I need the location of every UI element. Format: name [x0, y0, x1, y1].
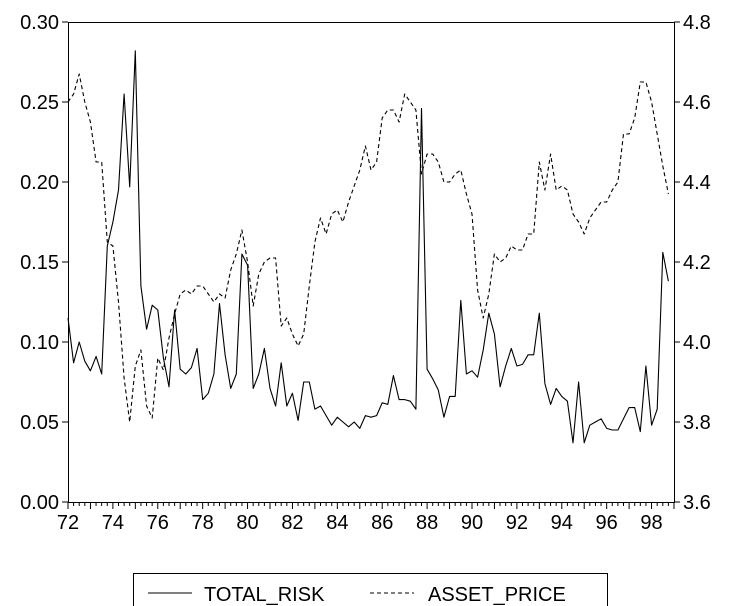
x-tick-label: 94 [551, 512, 573, 534]
x-tick-label: 90 [461, 512, 483, 534]
left-tick-label: 0.10 [20, 332, 59, 354]
left-y-axis: 0.00 0.05 0.10 0.15 0.20 0.25 0.30 [20, 12, 68, 514]
series-line-asset-price [67, 73, 669, 423]
left-tick-label: 0.30 [20, 12, 59, 34]
right-tick-label: 3.8 [683, 412, 711, 434]
right-tick-label: 4.4 [683, 172, 711, 194]
right-y-axis: 3.6 3.8 4.0 4.2 4.4 4.6 4.8 [674, 12, 711, 514]
legend-box [133, 573, 608, 606]
right-tick-label: 3.6 [683, 492, 711, 514]
right-tick-label: 4.6 [683, 92, 711, 114]
left-tick-label: 0.05 [20, 412, 59, 434]
x-tick-label: 76 [147, 512, 169, 534]
x-tick-label: 84 [326, 512, 348, 534]
x-tick-label: 82 [281, 512, 303, 534]
left-tick-label: 0.15 [20, 252, 59, 274]
x-tick-label: 88 [416, 512, 438, 534]
x-tick-label: 72 [57, 512, 79, 534]
x-tick-label: 78 [192, 512, 214, 534]
x-tick-label: 86 [371, 512, 393, 534]
legend-label-total-risk: TOTAL_RISK [204, 584, 325, 606]
x-tick-label: 92 [506, 512, 528, 534]
right-tick-label: 4.0 [683, 332, 711, 354]
x-tick-label: 74 [102, 512, 124, 534]
left-tick-label: 0.00 [20, 492, 59, 514]
x-axis: 72 74 76 78 80 82 84 86 88 90 92 94 96 98 [57, 502, 675, 534]
legend-label-asset-price: ASSET_PRICE [428, 584, 566, 606]
right-tick-label: 4.2 [683, 252, 711, 274]
right-tick-label: 4.8 [683, 12, 711, 34]
legend: TOTAL_RISK ASSET_PRICE [133, 573, 608, 606]
left-tick-label: 0.20 [20, 172, 59, 194]
left-tick-label: 0.25 [20, 92, 59, 114]
series-line-total-risk [67, 50, 669, 444]
series-layer [67, 50, 669, 444]
x-tick-label: 98 [640, 512, 662, 534]
x-tick-label: 96 [596, 512, 618, 534]
x-tick-label: 80 [236, 512, 258, 534]
